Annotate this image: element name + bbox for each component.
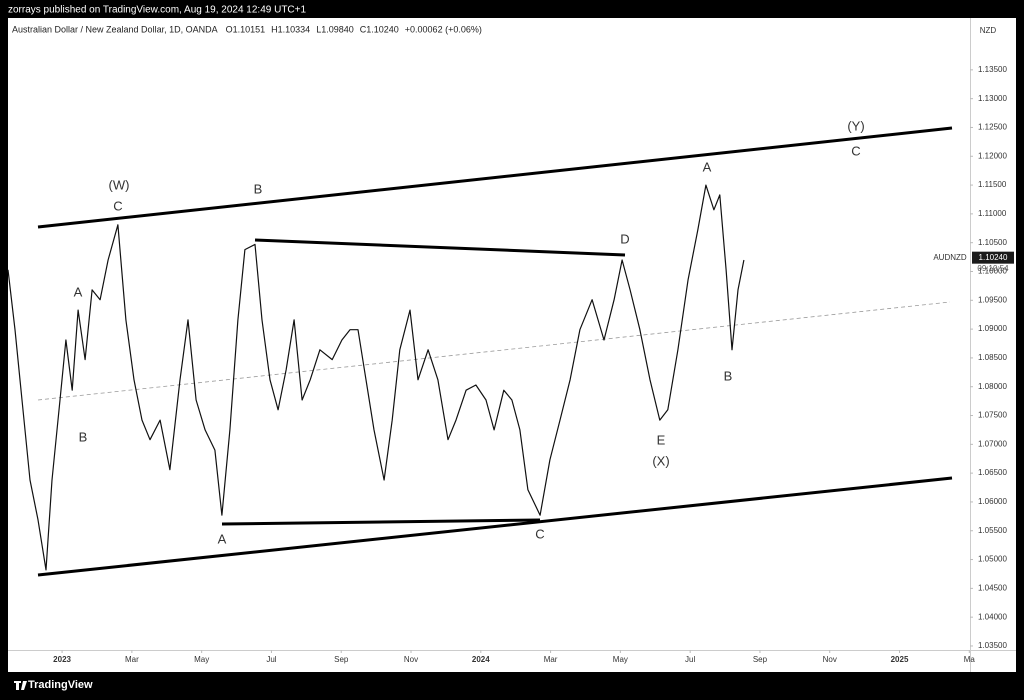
x-tick-label: 2025 bbox=[891, 655, 909, 664]
x-tick-label: 2023 bbox=[53, 655, 71, 664]
y-tick-label: 1.12500 bbox=[978, 123, 1007, 132]
y-tick-label: 1.09500 bbox=[978, 295, 1007, 304]
x-tick-label: Mar bbox=[125, 655, 139, 664]
x-tick-label: Sep bbox=[753, 655, 768, 664]
y-tick-label: 1.11000 bbox=[978, 209, 1007, 218]
x-tick-label: May bbox=[613, 655, 628, 664]
x-tick-label: Jul bbox=[685, 655, 695, 664]
wave-label: C bbox=[113, 198, 122, 213]
wave-label: (X) bbox=[652, 453, 669, 468]
triangle-lower bbox=[221, 518, 541, 526]
x-tick-label: May bbox=[194, 655, 209, 664]
y-tick-label: 1.08500 bbox=[978, 353, 1007, 362]
chart-title: Australian Dollar / New Zealand Dollar, … bbox=[12, 24, 218, 34]
wave-label: (Y) bbox=[847, 118, 864, 133]
y-tick-label: 1.03500 bbox=[978, 641, 1007, 650]
x-tick-label: Nov bbox=[404, 655, 418, 664]
y-tick-label: 1.07000 bbox=[978, 439, 1007, 448]
y-tick-label: 1.04000 bbox=[978, 612, 1007, 621]
wave-label: A bbox=[703, 159, 712, 174]
lower-channel bbox=[37, 476, 953, 577]
y-tick-label: 1.05000 bbox=[978, 555, 1007, 564]
ohlc-value: +0.00062 (+0.06%) bbox=[405, 24, 482, 34]
mid-line bbox=[37, 301, 951, 401]
y-tick-label: 1.13000 bbox=[978, 94, 1007, 103]
x-tick-label: Jul bbox=[266, 655, 276, 664]
currency: NZD bbox=[980, 26, 997, 35]
y-tick-label: 1.07500 bbox=[978, 411, 1007, 420]
wave-label: B bbox=[79, 429, 88, 444]
last-price-label: 1.10240 bbox=[979, 253, 1008, 262]
wave-label: C bbox=[851, 143, 860, 158]
y-tick-label: 1.09000 bbox=[978, 324, 1007, 333]
x-tick-label: Sep bbox=[334, 655, 349, 664]
x-tick-label: Mar bbox=[544, 655, 558, 664]
wave-label: C bbox=[535, 526, 544, 541]
ohlc-value: C1.10240 bbox=[360, 24, 399, 34]
triangle-upper bbox=[254, 238, 626, 257]
upper-channel bbox=[37, 126, 953, 229]
y-tick-label: 1.12000 bbox=[978, 151, 1007, 160]
ohlc-value: L1.09840 bbox=[316, 24, 354, 34]
x-tick-label: 2024 bbox=[472, 655, 490, 664]
wave-label: B bbox=[724, 368, 733, 383]
logo-icon bbox=[14, 681, 27, 690]
publisher: zorrays published on TradingView.com, Au… bbox=[8, 5, 306, 16]
x-tick-label: Nov bbox=[823, 655, 837, 664]
wave-label: D bbox=[620, 231, 629, 246]
y-tick-label: 1.10000 bbox=[978, 267, 1007, 276]
countdown: 09:10:54 bbox=[977, 264, 1009, 273]
y-tick-label: 1.06000 bbox=[978, 497, 1007, 506]
y-tick-label: 1.04500 bbox=[978, 583, 1007, 592]
x-tick-label: Ma bbox=[964, 655, 976, 664]
last-price-box bbox=[972, 251, 1014, 264]
price-line bbox=[7, 184, 745, 571]
brand: TradingView bbox=[28, 679, 93, 691]
y-tick-label: 1.10500 bbox=[978, 238, 1007, 247]
ohlc-value: H1.10334 bbox=[271, 24, 310, 34]
wave-label: (W) bbox=[109, 177, 130, 192]
y-tick-label: 1.06500 bbox=[978, 468, 1007, 477]
wave-label: E bbox=[657, 432, 666, 447]
wave-label: A bbox=[218, 531, 227, 546]
title-row: Australian Dollar / New Zealand Dollar, … bbox=[12, 24, 482, 34]
chart-panel bbox=[8, 18, 1016, 672]
y-tick-label: 1.11500 bbox=[978, 180, 1007, 189]
ticker-label: AUDNZD bbox=[933, 253, 967, 262]
wave-label: A bbox=[74, 284, 83, 299]
y-tick-label: 1.13500 bbox=[978, 65, 1007, 74]
ohlc-value: O1.10151 bbox=[226, 24, 266, 34]
y-tick-label: 1.08000 bbox=[978, 382, 1007, 391]
wave-label: B bbox=[254, 181, 263, 196]
y-tick-label: 1.05500 bbox=[978, 526, 1007, 535]
